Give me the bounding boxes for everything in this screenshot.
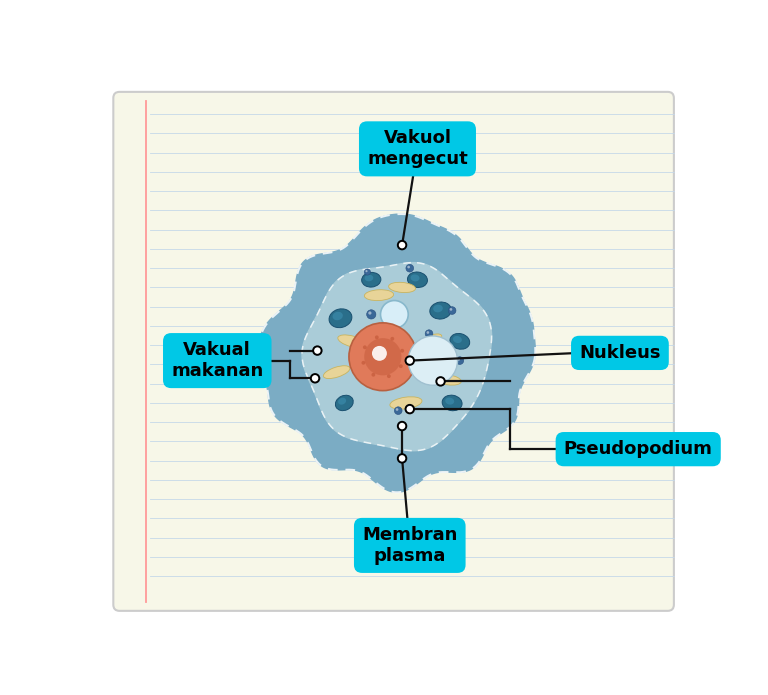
Ellipse shape	[435, 375, 462, 385]
Text: Pseudopodium: Pseudopodium	[564, 440, 713, 458]
Circle shape	[366, 270, 368, 272]
Polygon shape	[257, 214, 535, 492]
Ellipse shape	[329, 309, 352, 327]
Ellipse shape	[433, 304, 443, 312]
Circle shape	[353, 354, 356, 357]
Ellipse shape	[389, 282, 415, 293]
Circle shape	[406, 264, 414, 272]
Ellipse shape	[408, 272, 428, 288]
Text: Nukleus: Nukleus	[579, 344, 660, 362]
Circle shape	[398, 454, 406, 463]
Ellipse shape	[338, 335, 366, 348]
Ellipse shape	[411, 275, 419, 281]
Circle shape	[390, 337, 394, 341]
Circle shape	[456, 357, 464, 364]
Circle shape	[398, 422, 406, 430]
Ellipse shape	[362, 272, 381, 287]
Ellipse shape	[442, 395, 462, 411]
Circle shape	[366, 310, 376, 319]
Text: Vakuol
mengecut: Vakuol mengecut	[367, 129, 468, 168]
Ellipse shape	[365, 275, 373, 281]
Circle shape	[362, 361, 366, 365]
Circle shape	[311, 374, 319, 382]
Circle shape	[436, 377, 445, 386]
Circle shape	[406, 357, 414, 365]
Ellipse shape	[364, 290, 393, 300]
Circle shape	[398, 241, 406, 250]
Circle shape	[369, 311, 372, 315]
Circle shape	[364, 338, 402, 375]
Circle shape	[396, 408, 399, 411]
Ellipse shape	[323, 366, 350, 379]
Circle shape	[409, 336, 458, 385]
Circle shape	[372, 373, 376, 377]
Ellipse shape	[390, 397, 422, 409]
Circle shape	[425, 330, 433, 338]
Ellipse shape	[445, 398, 454, 404]
Circle shape	[399, 364, 402, 368]
Polygon shape	[302, 263, 492, 450]
Circle shape	[313, 346, 322, 355]
Circle shape	[364, 269, 370, 275]
Circle shape	[449, 308, 452, 311]
Circle shape	[395, 407, 402, 414]
Ellipse shape	[450, 334, 470, 349]
Circle shape	[372, 346, 387, 361]
Text: Vakual
makanan: Vakual makanan	[171, 341, 263, 380]
Circle shape	[375, 336, 379, 339]
FancyBboxPatch shape	[114, 92, 674, 611]
Circle shape	[352, 353, 359, 361]
Circle shape	[457, 358, 460, 361]
Ellipse shape	[416, 334, 442, 349]
Circle shape	[449, 306, 456, 314]
Circle shape	[426, 331, 429, 334]
Ellipse shape	[333, 312, 343, 320]
Ellipse shape	[453, 336, 462, 343]
Circle shape	[349, 323, 417, 391]
Circle shape	[400, 349, 404, 352]
Ellipse shape	[338, 398, 346, 404]
Ellipse shape	[430, 302, 452, 319]
Circle shape	[407, 265, 410, 268]
Circle shape	[380, 300, 409, 328]
Circle shape	[387, 374, 391, 378]
Circle shape	[363, 345, 367, 349]
Text: Membran
plasma: Membran plasma	[362, 526, 458, 565]
Ellipse shape	[336, 395, 353, 411]
Circle shape	[406, 405, 414, 414]
